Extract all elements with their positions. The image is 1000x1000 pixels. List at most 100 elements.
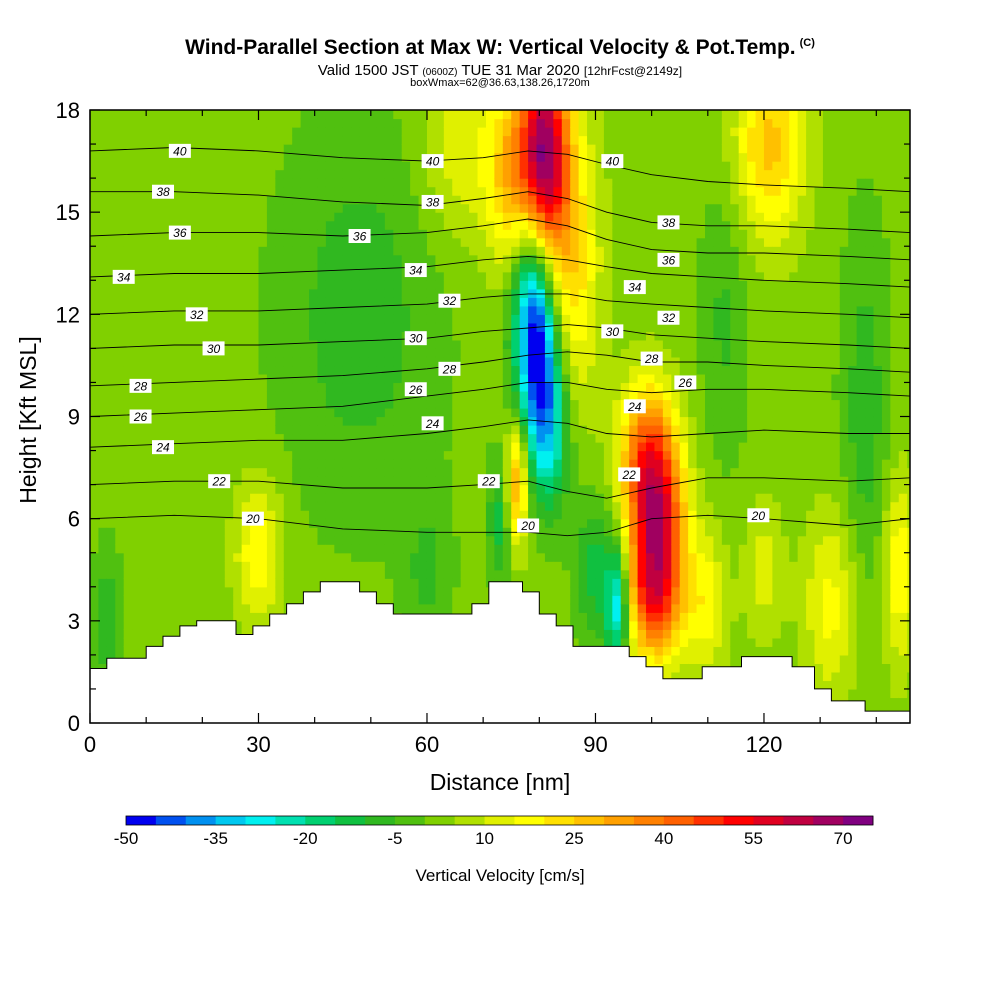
w-cell [182, 118, 192, 128]
w-cell [587, 246, 597, 256]
w-cell [570, 110, 580, 120]
w-cell [191, 510, 201, 520]
w-cell [317, 365, 327, 375]
w-cell [502, 271, 512, 281]
w-cell [393, 127, 403, 137]
w-cell [570, 561, 580, 571]
w-cell [662, 186, 672, 196]
w-cell [106, 595, 116, 605]
w-cell [368, 407, 378, 418]
w-cell [435, 586, 445, 596]
w-cell [477, 425, 487, 435]
w-cell [603, 246, 613, 256]
w-cell [123, 110, 133, 120]
w-cell [452, 561, 462, 571]
w-cell [174, 552, 184, 562]
w-cell [376, 161, 386, 171]
w-cell [123, 356, 133, 367]
w-cell [241, 212, 251, 222]
w-cell [258, 535, 268, 545]
w-cell [612, 459, 622, 469]
w-cell [662, 433, 672, 443]
w-cell [426, 237, 437, 247]
w-cell [553, 501, 563, 511]
w-cell [351, 450, 361, 460]
w-cell [157, 595, 167, 605]
w-cell [511, 297, 521, 307]
w-cell [317, 552, 327, 562]
w-cell [165, 220, 175, 230]
w-cell [595, 331, 605, 341]
w-cell [435, 595, 445, 605]
w-cell [351, 212, 361, 222]
w-cell [620, 578, 630, 588]
w-cell [587, 135, 597, 145]
w-cell [368, 390, 378, 401]
w-cell [494, 373, 504, 384]
w-cell [275, 510, 285, 520]
w-cell [233, 373, 243, 384]
w-cell [106, 373, 116, 384]
w-cell [342, 305, 352, 315]
w-cell [165, 527, 175, 537]
w-cell [98, 535, 108, 545]
w-cell [359, 135, 369, 145]
w-cell [418, 186, 428, 196]
w-cell [216, 254, 226, 264]
w-cell [275, 331, 285, 341]
w-cell [502, 416, 512, 426]
w-cell [612, 442, 622, 452]
w-cell [148, 152, 158, 162]
w-cell [191, 390, 201, 401]
w-cell [98, 578, 108, 588]
w-cell [266, 237, 276, 247]
w-cell [165, 518, 175, 528]
w-cell [469, 527, 479, 537]
w-cell [654, 586, 664, 596]
w-cell [443, 484, 453, 494]
w-cell [216, 450, 226, 460]
w-cell [275, 433, 285, 443]
w-cell [359, 220, 369, 230]
w-cell [90, 629, 100, 639]
w-cell [199, 552, 209, 562]
w-cell [165, 169, 175, 179]
w-cell [325, 322, 335, 332]
w-cell [620, 246, 630, 256]
w-cell [460, 459, 470, 469]
w-cell [309, 569, 319, 579]
w-cell [191, 467, 201, 477]
w-cell [342, 127, 352, 137]
w-cell [485, 118, 495, 128]
w-cell [578, 186, 588, 196]
w-cell [98, 339, 108, 349]
w-cell [561, 603, 571, 613]
w-cell [612, 288, 622, 298]
w-cell [317, 433, 327, 443]
w-cell [325, 263, 335, 273]
w-cell [342, 271, 352, 281]
w-cell [502, 535, 512, 545]
w-cell [401, 178, 411, 188]
w-cell [536, 561, 546, 571]
w-cell [250, 356, 260, 367]
w-cell [309, 135, 319, 145]
w-cell [485, 569, 495, 579]
w-cell [612, 467, 622, 477]
w-cell [123, 578, 133, 588]
w-cell [553, 365, 563, 375]
w-cell [460, 416, 470, 426]
w-cell [106, 637, 116, 647]
w-cell [536, 135, 546, 145]
w-cell [393, 110, 403, 120]
w-cell [334, 144, 344, 154]
w-cell [207, 544, 217, 554]
w-cell [553, 476, 563, 486]
w-cell [157, 135, 167, 145]
w-cell [578, 569, 588, 579]
w-cell [106, 544, 116, 554]
w-cell [250, 476, 260, 486]
w-cell [494, 237, 504, 247]
w-cell [528, 484, 538, 494]
w-cell [342, 518, 352, 528]
